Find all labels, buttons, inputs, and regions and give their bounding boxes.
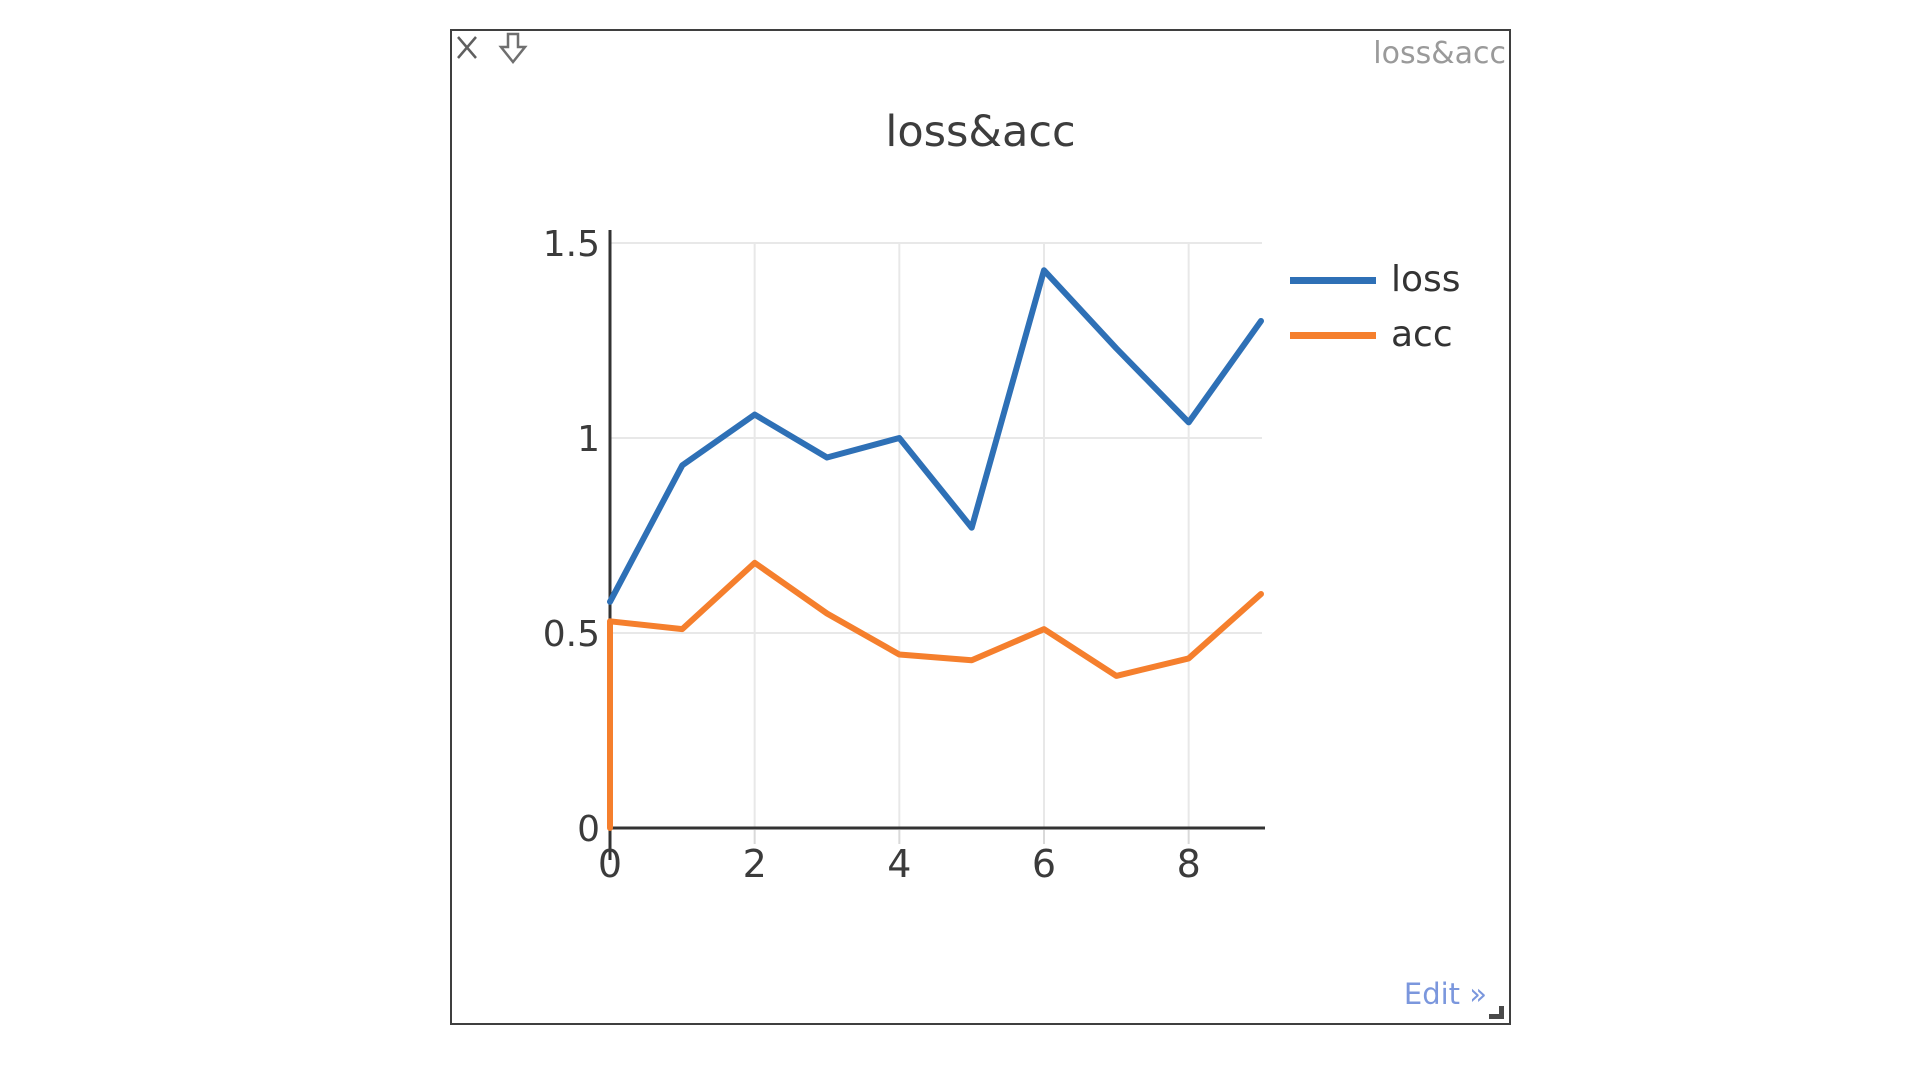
chart-legend: loss acc <box>1290 259 1461 369</box>
x-tick-label: 8 <box>1177 842 1201 886</box>
legend-item-loss[interactable]: loss <box>1290 259 1461 301</box>
y-tick-label: 0.5 <box>543 614 600 655</box>
y-tick-label: 1 <box>577 419 600 460</box>
chart-plot: 0 0.5 1 1.5 0 2 4 6 8 <box>543 224 1265 886</box>
chart-title: loss&acc <box>885 107 1076 157</box>
resize-handle-icon[interactable] <box>1489 1006 1504 1019</box>
legend-swatch-loss <box>1290 276 1376 284</box>
plot-window: loss&acc loss&acc 0 0.5 1 1.5 0 2 4 6 8 loss acc … <box>450 29 1511 1025</box>
x-tick-label: 0 <box>598 842 622 886</box>
legend-label: loss <box>1391 259 1461 300</box>
window-title: loss&acc <box>1373 36 1506 71</box>
x-tick-label: 2 <box>743 842 767 886</box>
y-tick-label: 1.5 <box>543 224 600 265</box>
legend-item-acc[interactable]: acc <box>1290 314 1461 356</box>
legend-swatch-acc <box>1290 331 1376 339</box>
close-icon[interactable] <box>454 33 480 61</box>
edit-link[interactable]: Edit » <box>1403 977 1487 1011</box>
x-tick-label: 4 <box>887 842 911 886</box>
download-icon[interactable] <box>496 31 532 67</box>
x-tick-label: 6 <box>1032 842 1056 886</box>
series-line-acc[interactable] <box>607 559 1264 831</box>
y-tick-label: 0 <box>577 809 600 850</box>
legend-label: acc <box>1391 314 1453 355</box>
series-line-loss[interactable] <box>607 267 1264 605</box>
